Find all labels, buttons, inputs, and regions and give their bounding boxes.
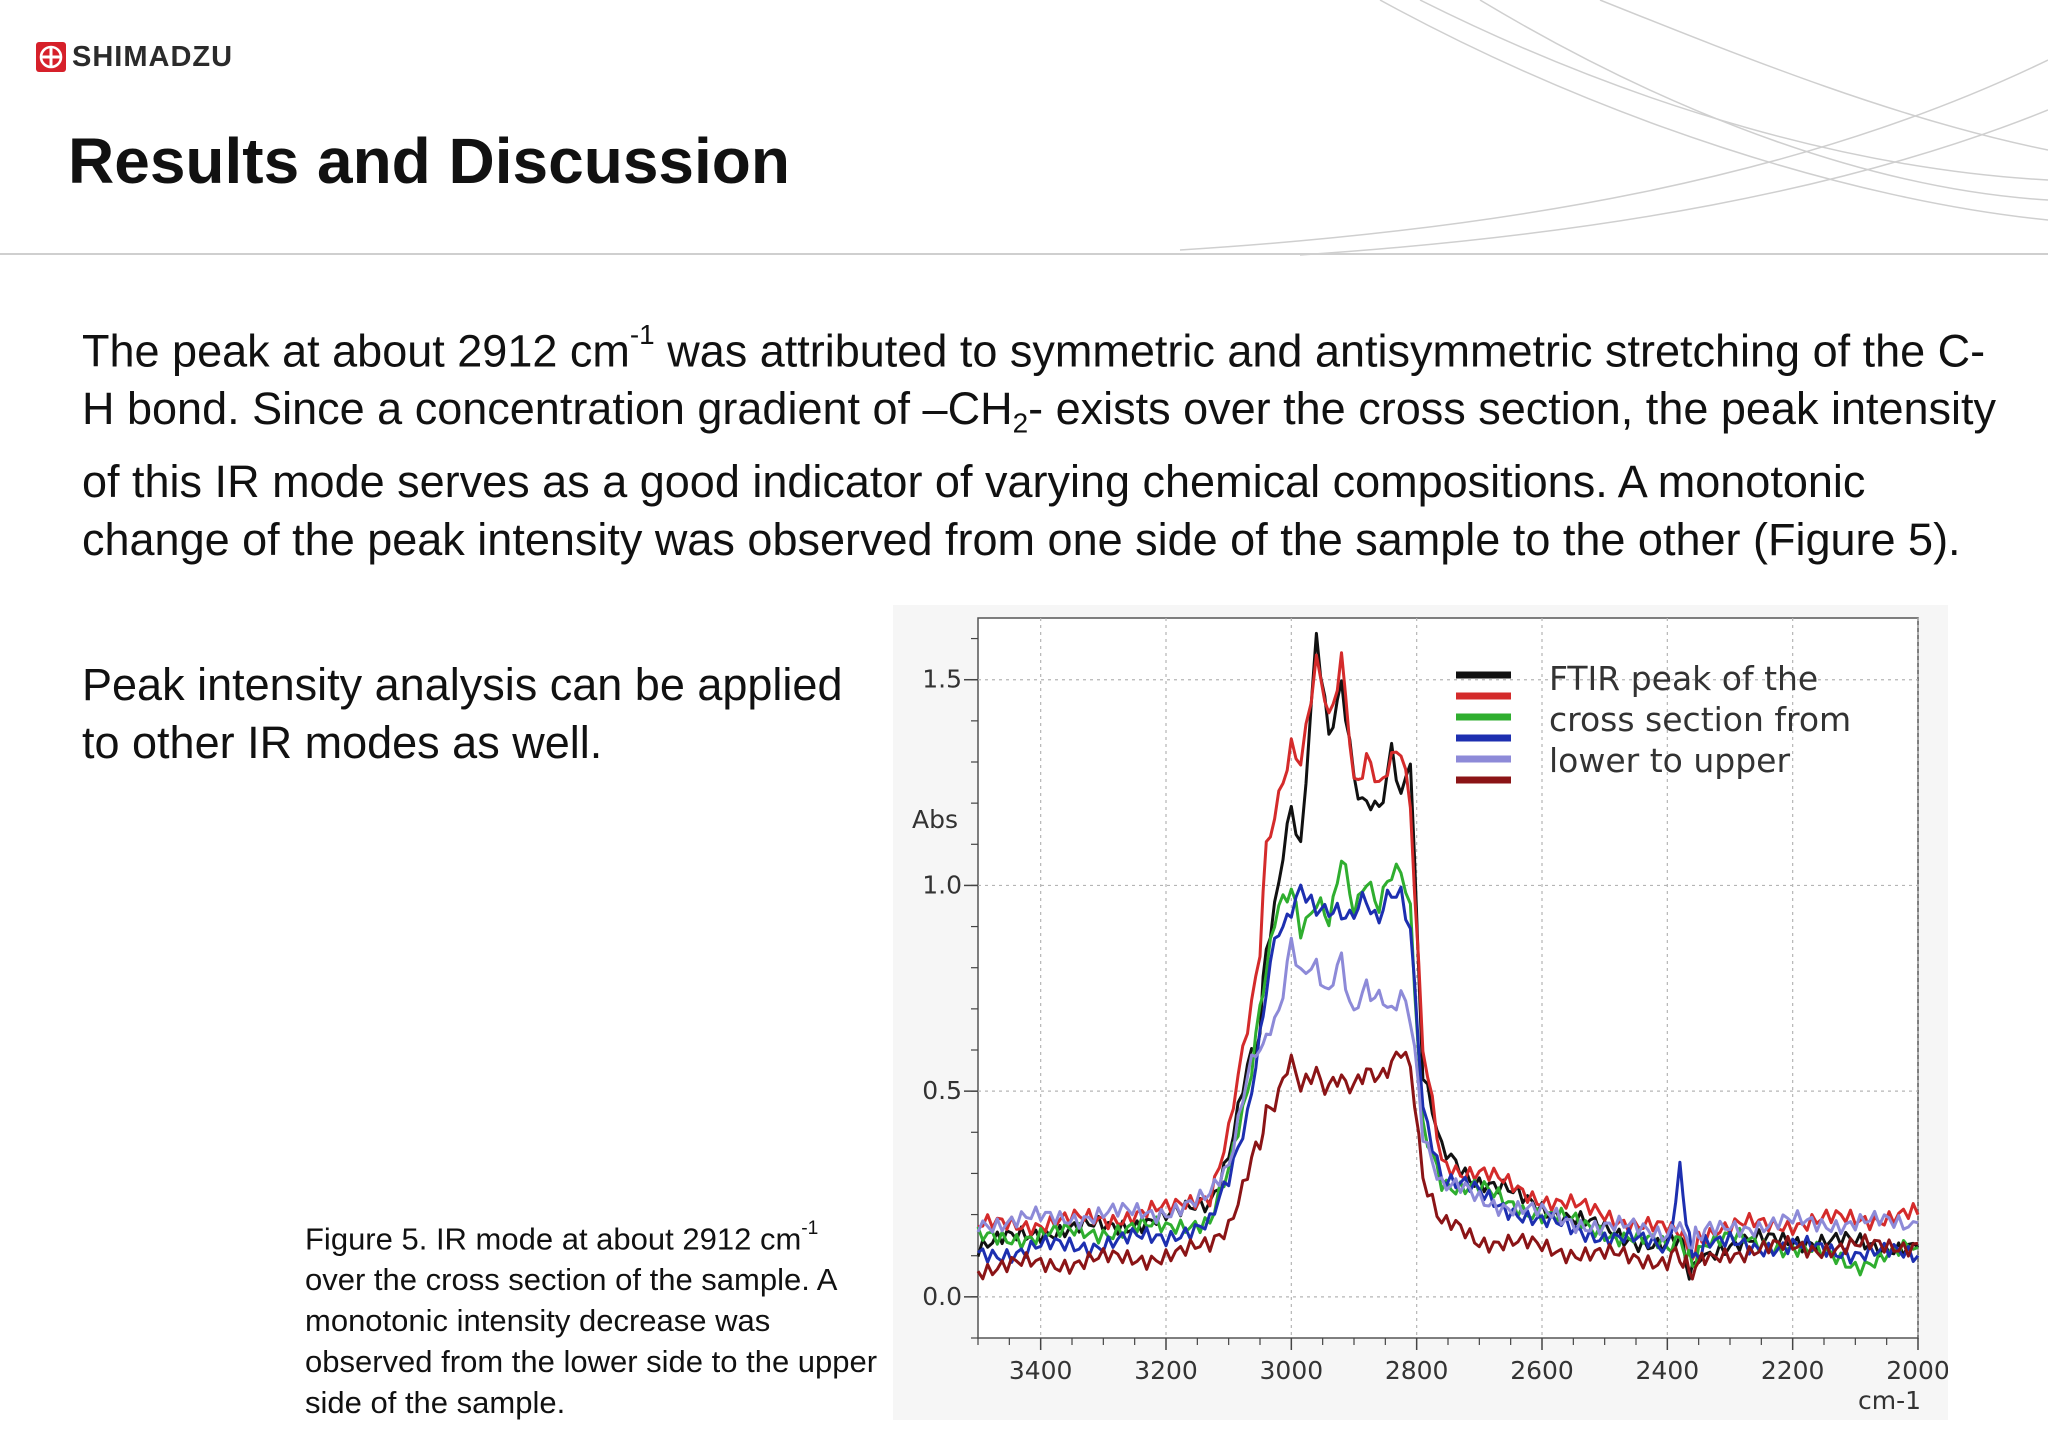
figure-5-chart: 3400 3200 3000 2800 2600 2400 2200 2000 0.0 0.5 1.… [893,605,1948,1420]
y-tick-label: 1.5 [922,665,962,694]
logo-text: SHIMADZU [72,40,234,73]
x-tick-label: 2000 [1886,1356,1948,1385]
y-tick-label: 0.5 [922,1076,962,1105]
x-tick-label: 2400 [1636,1356,1700,1385]
tick-labels: 3400 3200 3000 2800 2600 2400 2200 2000 0.0 0.5 1.… [922,665,1948,1385]
series-line-red [977,651,1920,1261]
x-axis-label: cm-1 [1858,1386,1921,1415]
series-line-lavender [976,936,1919,1250]
page-title: Results and Discussion [68,125,790,197]
legend-line-2: cross section from [1549,700,1851,739]
legend-swatches [1456,671,1511,784]
y-tick-label: 1.0 [922,870,962,899]
legend: FTIR peak of the cross section from lowe… [1456,659,1851,784]
series-line-dark-red [976,1050,1919,1281]
shimadzu-cross-icon [36,42,66,72]
shimadzu-logo: SHIMADZU [36,40,233,74]
x-tick-label: 2200 [1761,1356,1825,1385]
y-axis-label: Abs [912,805,958,834]
y-tick-label: 0.0 [922,1282,962,1311]
x-tick-label: 3200 [1134,1356,1198,1385]
x-tick-label: 2600 [1510,1356,1574,1385]
ftir-spectrum-chart: 3400 3200 3000 2800 2600 2400 2200 2000 0.0 0.5 1.… [912,617,1948,1415]
legend-line-3: lower to upper [1549,741,1790,780]
series-layer [976,631,1920,1281]
body-paragraph-1: The peak at about 2912 cm-1 was attribut… [82,319,1997,565]
header-swoosh [0,0,2048,256]
figure-caption: Figure 5. IR mode at about 2912 cm-1 ove… [305,1218,878,1421]
x-tick-label: 3400 [1009,1356,1073,1385]
x-tick-label: 3000 [1260,1356,1324,1385]
legend-line-1: FTIR peak of the [1549,659,1818,698]
body-paragraph-2: Peak intensity analysis can be applied t… [82,659,843,768]
axes [964,637,1919,1350]
x-tick-label: 2800 [1385,1356,1449,1385]
